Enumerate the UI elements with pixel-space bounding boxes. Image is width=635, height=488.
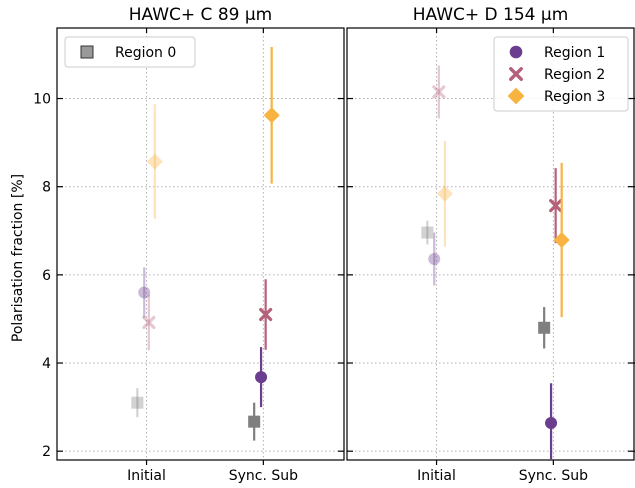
data-point [538, 321, 551, 334]
data-point [432, 85, 446, 99]
data-point [263, 107, 280, 124]
data-point [259, 307, 273, 322]
data-point [142, 315, 156, 330]
legend-marker [509, 45, 523, 59]
legend-marker [80, 45, 94, 59]
data-point [549, 199, 563, 213]
legend-label: Region 3 [544, 89, 605, 105]
data-point [428, 252, 441, 265]
y-axis-label: Polarisation fraction [%] [10, 174, 26, 342]
x-tick-label: Sync. Sub [519, 468, 588, 484]
data-point [138, 286, 151, 299]
legend: Region 1 Region 2 Region 3 [493, 36, 629, 112]
x-tick-label: Initial [417, 468, 456, 484]
y-tick-label: 8 [42, 180, 51, 196]
legend-label: Region 1 [544, 45, 605, 61]
data-point [421, 226, 434, 239]
data-point [545, 416, 558, 429]
data-point [146, 153, 163, 170]
y-tick-label: 4 [42, 356, 51, 372]
legend-marker [509, 67, 523, 81]
data-point [248, 415, 261, 428]
x-tick-label: Initial [127, 468, 166, 484]
panel-title: HAWC+ C 89 μm [129, 5, 273, 25]
panel-1: 2 4 6 8 10 Initial Sync. Sub HAWC+ C 89 μm Regio… [33, 5, 345, 484]
y-tick-label: 6 [42, 268, 51, 284]
plot-frame [56, 27, 345, 461]
data-point [131, 396, 144, 409]
legend-frame [64, 36, 196, 68]
legend-frame [493, 36, 629, 112]
plot-frame [346, 27, 635, 461]
legend-label: Region 2 [544, 67, 605, 83]
y-tick-label: 2 [42, 444, 51, 460]
data-point [436, 185, 453, 202]
x-tick-label: Sync. Sub [229, 468, 298, 484]
data-point [255, 371, 268, 384]
data-point [553, 232, 570, 249]
legend: Region 0 [64, 36, 196, 68]
y-tick-label: 10 [33, 92, 51, 108]
legend-marker [507, 87, 525, 105]
panel-title: HAWC+ D 154 μm [413, 5, 569, 25]
legend-label: Region 0 [115, 45, 176, 61]
